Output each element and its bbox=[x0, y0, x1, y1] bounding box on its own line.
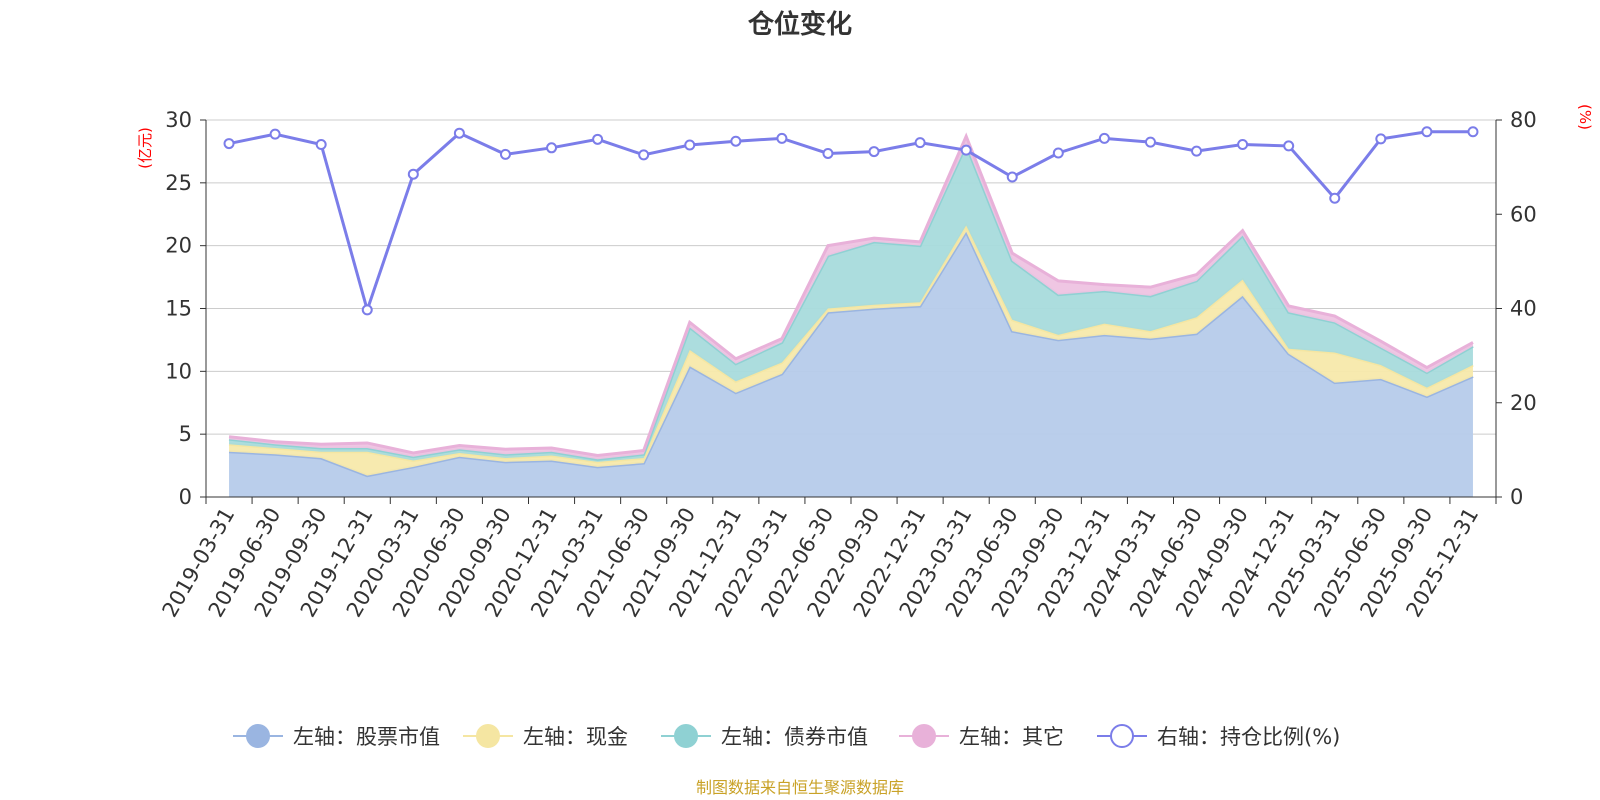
legend-label: 右轴：持仓比例(%) bbox=[1157, 725, 1340, 749]
right-tick-label: 0 bbox=[1510, 485, 1523, 509]
legend-item[interactable]: 左轴：其它 bbox=[899, 724, 1064, 749]
holding-ratio-point bbox=[638, 149, 650, 161]
legend-marker bbox=[1110, 724, 1134, 748]
holding-ratio-point bbox=[684, 139, 696, 151]
area-左轴：债券市值 bbox=[229, 145, 1473, 462]
holding-ratio-point bbox=[1191, 145, 1203, 157]
holding-ratio-line bbox=[228, 130, 1473, 315]
stacked-areas bbox=[228, 132, 1474, 498]
right-tick-label: 40 bbox=[1510, 297, 1537, 321]
holding-ratio-series bbox=[223, 126, 1479, 316]
chart-title: 仓位变化 bbox=[747, 9, 852, 40]
holding-ratio-point bbox=[960, 144, 972, 156]
holding-ratio-point bbox=[1375, 133, 1387, 145]
left-tick-label: 20 bbox=[165, 234, 192, 258]
holding-ratio-point bbox=[592, 133, 604, 145]
holding-ratio-point bbox=[1283, 140, 1295, 152]
holding-ratio-point bbox=[315, 139, 327, 151]
legend-marker bbox=[674, 724, 698, 748]
data-source-note: 制图数据来自恒生聚源数据库 bbox=[696, 778, 904, 797]
holding-ratio-point bbox=[546, 142, 558, 154]
holding-ratio-point bbox=[730, 135, 742, 147]
legend-label: 左轴：其它 bbox=[959, 725, 1064, 749]
holding-ratio-point bbox=[361, 304, 373, 316]
legend-item[interactable]: 左轴：股票市值 bbox=[233, 724, 440, 749]
holding-ratio-point bbox=[868, 146, 880, 158]
area-edge-左轴：其它 bbox=[228, 132, 1474, 458]
legend-item[interactable]: 右轴：持仓比例(%) bbox=[1097, 724, 1340, 749]
right-tick-label: 80 bbox=[1510, 108, 1537, 132]
holding-ratio-point bbox=[776, 132, 788, 144]
holding-ratio-point bbox=[1006, 171, 1018, 183]
left-tick-label: 5 bbox=[179, 422, 192, 446]
right-tick-label: 60 bbox=[1510, 202, 1537, 226]
legend-marker bbox=[476, 724, 500, 748]
legend[interactable]: 左轴：股票市值 左轴：现金 左轴：债券市值 左轴：其它 右轴：持仓比例(%) bbox=[233, 724, 1340, 749]
holding-ratio-point bbox=[499, 148, 511, 160]
holding-ratio-point bbox=[914, 137, 926, 149]
right-tick-label: 20 bbox=[1510, 391, 1537, 415]
holding-ratio-point bbox=[223, 138, 235, 150]
holding-ratio-point bbox=[1052, 147, 1064, 159]
holding-ratio-point bbox=[269, 128, 281, 140]
left-tick-label: 0 bbox=[179, 485, 192, 509]
area-左轴：股票市值 bbox=[229, 231, 1473, 498]
left-axis-unit: (亿元) bbox=[136, 127, 154, 169]
left-tick-label: 30 bbox=[165, 108, 192, 132]
holding-ratio-point bbox=[1144, 136, 1156, 148]
legend-item[interactable]: 左轴：现金 bbox=[463, 724, 628, 749]
holding-ratio-point bbox=[407, 168, 419, 180]
holding-ratio-point bbox=[1329, 192, 1341, 204]
left-tick-label: 15 bbox=[165, 297, 192, 321]
left-tick-label: 10 bbox=[165, 359, 192, 383]
right-axis-unit: (%) bbox=[1576, 104, 1594, 130]
legend-label: 左轴：股票市值 bbox=[293, 725, 440, 749]
holding-ratio-point bbox=[1467, 126, 1479, 138]
holding-ratio-point bbox=[1098, 132, 1110, 144]
legend-marker bbox=[912, 724, 936, 748]
legend-item[interactable]: 左轴：债券市值 bbox=[661, 724, 868, 749]
legend-label: 左轴：债券市值 bbox=[721, 725, 868, 749]
left-tick-label: 25 bbox=[165, 171, 192, 195]
holding-ratio-point bbox=[822, 147, 834, 159]
legend-marker bbox=[246, 724, 270, 748]
holding-ratio-point bbox=[1421, 126, 1433, 138]
legend-label: 左轴：现金 bbox=[523, 725, 628, 749]
holding-ratio-point bbox=[1237, 139, 1249, 151]
holding-ratio-point bbox=[453, 127, 465, 139]
